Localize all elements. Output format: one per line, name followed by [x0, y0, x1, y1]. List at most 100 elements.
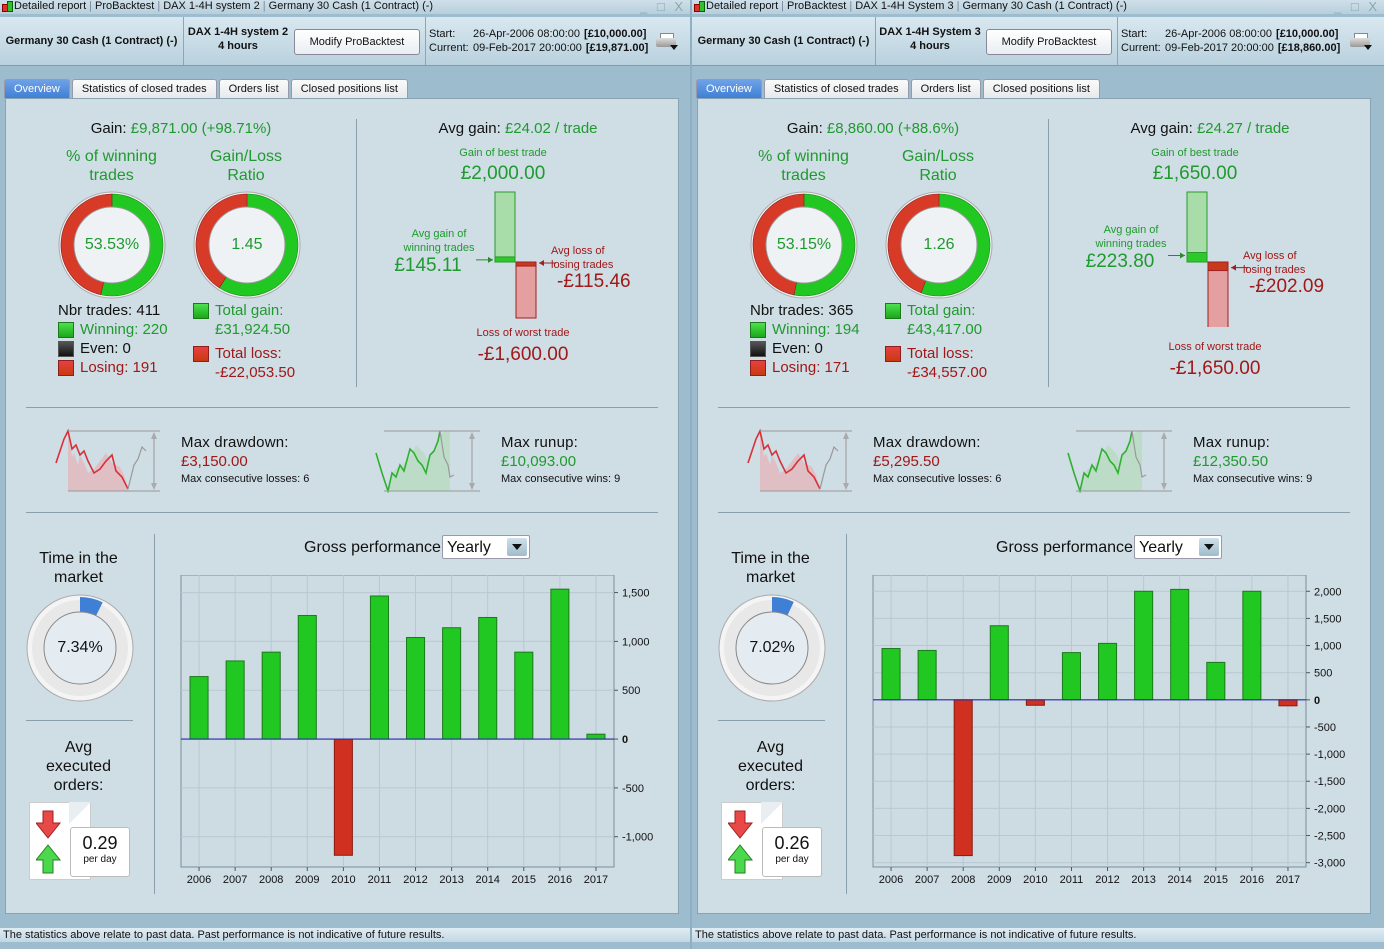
chevron-down-icon[interactable]	[1199, 538, 1219, 556]
x-tick-label: 2017	[1276, 874, 1300, 886]
plot-area	[872, 575, 1307, 868]
red-legend-swatch	[193, 345, 209, 362]
avg-win-bar	[1186, 252, 1208, 263]
current-capital: [£18,860.00]	[1277, 42, 1341, 54]
x-tick-label: 2011	[1060, 874, 1084, 886]
modify-probacktest-button[interactable]: Modify ProBacktest	[986, 29, 1112, 55]
gain-label: Gain:	[786, 120, 823, 137]
buy-arrow-up-icon	[36, 844, 62, 874]
timeframe: 4 hours	[910, 40, 950, 52]
avg-loss-label: Avg loss of losing trades	[551, 244, 621, 272]
title-separator: |	[781, 0, 785, 12]
modify-probacktest-button[interactable]: Modify ProBacktest	[294, 29, 420, 55]
gross-performance-title: Gross performance	[304, 539, 441, 556]
x-tick-label: 2012	[1095, 874, 1119, 886]
print-icon[interactable]	[1350, 33, 1372, 50]
avg-gain-label: Avg gain:	[1130, 120, 1193, 137]
gain-value: £9,871.00 (+98.71%)	[130, 120, 272, 137]
winning-text: Winning: 194	[772, 321, 860, 338]
backtest-dates: Start: 26-Apr-2006 08:00:00 [£10,000.00] C…	[1117, 17, 1340, 65]
tab-orders-list[interactable]: Orders list	[910, 79, 981, 98]
bar-2009	[297, 615, 317, 740]
gain-loss-ratio-title: Gain/Loss Ratio	[883, 147, 993, 185]
y-tick-label: -500	[1314, 722, 1336, 734]
nbr-trades: Nbr trades: 365	[750, 302, 854, 319]
tab-overview[interactable]: Overview	[696, 79, 762, 98]
x-tick-label: 2008	[259, 874, 283, 886]
bar-2013	[442, 627, 462, 740]
tab-statistics-closed-trades[interactable]: Statistics of closed trades	[763, 79, 909, 98]
divider	[718, 512, 1350, 513]
total-gain: Total gain:	[193, 302, 283, 319]
divider	[356, 119, 357, 387]
window-controls[interactable]: _ □ X	[640, 0, 686, 14]
x-tick-label: 2016	[1240, 874, 1264, 886]
gain-summary: Gain: £8,860.00 (+88.6%)	[698, 120, 1048, 137]
avg-loss-value: -£115.46	[557, 271, 631, 293]
start-capital: [£10,000.00]	[1276, 28, 1339, 40]
winning-trades-ring: 53.15%	[750, 191, 858, 299]
gain-loss-ratio-ring: 1.26	[885, 191, 993, 299]
winning-pct: 53.53%	[84, 236, 140, 253]
tab-orders-list[interactable]: Orders list	[218, 79, 289, 98]
report-window-system-3: Detailed report | ProBacktest | DAX 1-4H Sys…	[692, 0, 1384, 949]
title-bar[interactable]: Detailed report | ProBacktest | DAX 1-4H sys…	[0, 0, 690, 14]
y-tick-label: -500	[622, 783, 644, 795]
bar-2010	[333, 738, 353, 856]
best-trade-value: £1,650.00	[1152, 163, 1238, 184]
black-legend-swatch	[750, 340, 766, 357]
total-loss-value: -£34,557.00	[907, 364, 988, 381]
ratio-value: 1.26	[923, 236, 955, 253]
max-runup-label: Max runup:	[501, 434, 579, 451]
y-tick-label: -3,000	[1314, 858, 1345, 870]
avg-loss-label: Avg loss of losing trades	[1243, 249, 1313, 277]
total-loss: Total loss:	[885, 345, 974, 362]
print-icon[interactable]	[656, 33, 678, 50]
x-tick-label: 2010	[331, 874, 355, 886]
ratio-title-line: Gain/Loss	[209, 148, 283, 165]
ratio-title-line: Ratio	[227, 167, 265, 184]
instrument-name: Germany 30 Cash (1 Contract) (-)	[692, 17, 876, 65]
red-legend-swatch	[750, 359, 766, 376]
title-bar[interactable]: Detailed report | ProBacktest | DAX 1-4H Sys…	[692, 0, 1384, 14]
title-item: Germany 30 Cash (1 Contract) (-)	[962, 0, 1127, 12]
avg-win-value: £223.80	[1085, 250, 1155, 272]
gross-performance-title: Gross performance	[996, 539, 1133, 556]
even-text: Even: 0	[80, 340, 131, 357]
window-controls[interactable]: _ □ X	[1334, 0, 1380, 14]
best-trade-value: £2,000.00	[460, 163, 546, 184]
avg-executed-orders-title: Avg executed orders:	[718, 738, 823, 795]
avg-loss-value: -£202.09	[1249, 275, 1325, 297]
bar-2015	[1206, 661, 1226, 701]
tab-overview[interactable]: Overview	[4, 79, 70, 98]
winning-title-line: % of winning	[66, 148, 157, 165]
title-separator: |	[956, 0, 960, 12]
x-tick-label: 2014	[1167, 874, 1191, 886]
bar-2010	[1025, 699, 1045, 706]
runup-sparkline-icon	[375, 430, 480, 493]
period-select-value: Yearly	[1139, 539, 1183, 556]
bar-2011	[369, 595, 389, 740]
divider	[26, 512, 658, 513]
worst-trade-bar	[1207, 261, 1229, 327]
tab-closed-positions-list[interactable]: Closed positions list	[290, 79, 408, 98]
avg-win-label-line: Avg gain of	[1103, 223, 1159, 236]
period-select[interactable]: Yearly	[442, 535, 530, 559]
bar-2007	[225, 660, 245, 740]
bar-2014	[1170, 588, 1190, 701]
winning-trades-ring: 53.53%	[58, 191, 166, 299]
winning-title-line: % of winning	[758, 148, 849, 165]
chevron-down-icon[interactable]	[507, 538, 527, 556]
disclaimer: The statistics above relate to past data…	[692, 928, 1384, 942]
x-tick-label: 2013	[439, 874, 463, 886]
current-label: Current:	[429, 42, 469, 54]
best-trade-bar	[494, 191, 516, 263]
tab-closed-positions-list[interactable]: Closed positions list	[982, 79, 1100, 98]
period-select[interactable]: Yearly	[1134, 535, 1222, 559]
gross-performance-chart: 2,000 1,500 1,000 500 0 -500 -1,000 -1,500 -2,00…	[872, 575, 1345, 886]
title-item: Detailed report	[14, 0, 87, 12]
time-market-title-line: Time in the	[731, 550, 810, 567]
worst-trade-label: Loss of worst trade	[1168, 341, 1262, 353]
tab-statistics-closed-trades[interactable]: Statistics of closed trades	[71, 79, 217, 98]
x-tick-label: 2006	[187, 874, 211, 886]
